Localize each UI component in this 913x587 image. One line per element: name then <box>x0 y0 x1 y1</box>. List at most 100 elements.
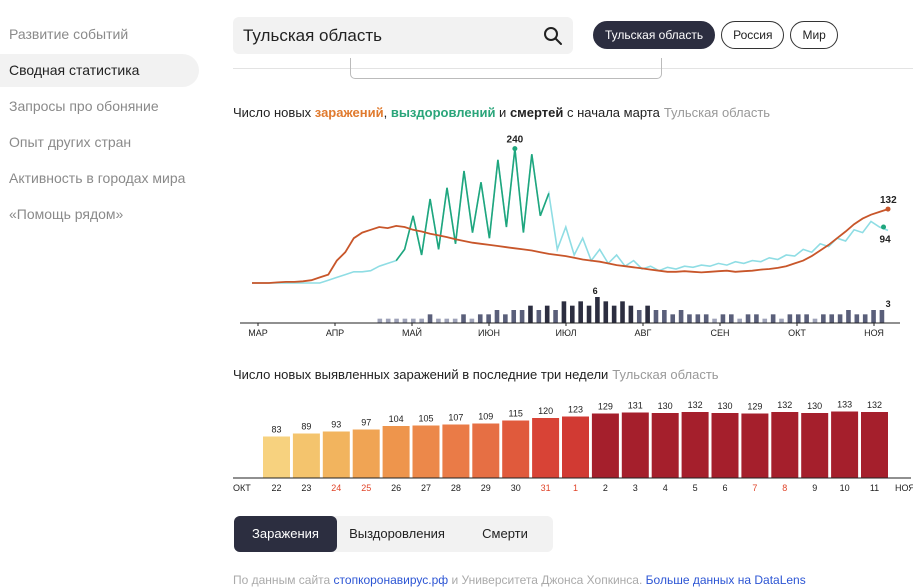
death-bar <box>795 314 801 323</box>
month-tick-label: СЕН <box>710 328 729 338</box>
sidebar-item-cities[interactable]: Активность в городах мира <box>9 170 186 186</box>
datalens-link[interactable]: Больше данных на DataLens <box>645 573 806 587</box>
sidebar-item-countries[interactable]: Опыт других стран <box>9 134 132 150</box>
daily-bar <box>352 429 380 478</box>
daily-bar <box>651 413 679 478</box>
recoveries-last-label: 94 <box>880 234 892 245</box>
tab-recoveries[interactable]: Выздоровления <box>349 526 445 541</box>
sidebar-item-help[interactable]: «Помощь рядом» <box>9 206 124 222</box>
bar-value-label: 123 <box>568 405 583 415</box>
death-bar <box>762 318 768 323</box>
divider <box>233 68 913 69</box>
month-tick-label: ИЮН <box>478 328 500 338</box>
source-link-stopcorona[interactable]: стопкоронавирус.рф <box>333 573 449 587</box>
death-bar <box>595 297 600 323</box>
death-bar <box>553 310 558 323</box>
tab-infections[interactable]: Заражения <box>234 516 337 552</box>
sidebar-item-smell[interactable]: Запросы про обоняние <box>9 98 159 114</box>
death-bar <box>436 318 441 323</box>
previous-card-edge <box>350 58 662 79</box>
day-tick-label: 9 <box>812 483 817 493</box>
daily-bar <box>472 423 500 478</box>
death-bar <box>829 314 835 323</box>
death-bar <box>737 318 742 323</box>
death-bar <box>687 314 692 323</box>
death-bar <box>837 314 843 323</box>
bar-value-label: 130 <box>658 401 673 411</box>
death-bar <box>620 301 625 323</box>
death-bar <box>754 314 759 323</box>
death-bar <box>519 310 525 323</box>
death-bar <box>377 318 383 323</box>
legend-deaths: смертей <box>509 105 564 120</box>
bar-value-label: 104 <box>389 414 404 424</box>
region-search <box>233 17 573 54</box>
month-tick-label: НОЯ <box>864 328 884 338</box>
month-tick-label: ИЮЛ <box>555 328 576 338</box>
chart1-title-sep2: и <box>495 105 510 120</box>
month-end-label: НОЯ <box>895 483 913 493</box>
death-bar <box>427 314 433 323</box>
daily-bar <box>771 412 799 478</box>
chart1-region: Тульская область <box>663 105 771 120</box>
death-bar <box>561 301 567 323</box>
daily-bar <box>442 424 470 478</box>
month-tick-label: АВГ <box>635 328 652 338</box>
death-bar <box>703 314 709 323</box>
daily-bar <box>741 413 769 478</box>
daily-bar <box>382 426 410 478</box>
daily-bar <box>532 418 560 478</box>
day-tick-label: 3 <box>633 483 638 493</box>
chip-russia[interactable]: Россия <box>721 21 785 49</box>
tab-deaths[interactable]: Смерти <box>482 526 528 541</box>
sidebar-item-events[interactable]: Развитие событий <box>9 26 129 42</box>
day-tick-label: 27 <box>421 483 431 493</box>
death-bar <box>411 318 416 323</box>
bar-value-label: 132 <box>688 400 703 410</box>
death-bar <box>503 314 508 323</box>
chip-tula[interactable]: Тульская область <box>593 21 716 49</box>
death-bar <box>511 310 517 323</box>
death-bar <box>603 301 609 323</box>
legend-recoveries: выздоровлений <box>390 105 496 120</box>
sidebar-nav: Развитие событий Сводная статистика Запр… <box>0 18 205 234</box>
death-bar <box>528 305 533 323</box>
search-icon[interactable] <box>543 26 563 46</box>
bar-value-label: 93 <box>331 420 341 430</box>
daily-bar <box>322 431 350 478</box>
day-tick-label: 1 <box>573 483 578 493</box>
bar-value-label: 120 <box>538 406 553 416</box>
day-tick-label: 29 <box>481 483 491 493</box>
legend-infections: заражений <box>314 105 384 120</box>
day-tick-label: 28 <box>451 483 461 493</box>
bar-value-label: 132 <box>777 400 792 410</box>
deaths-peak-label: 6 <box>593 286 598 296</box>
death-bar <box>645 305 650 323</box>
sidebar-item-summary[interactable]: Сводная статистика <box>0 54 199 87</box>
recoveries-peak-label: 240 <box>507 135 524 146</box>
bar-value-label: 130 <box>717 401 732 411</box>
daily-bar <box>681 412 709 478</box>
death-bar <box>536 310 542 323</box>
footer-text1: По данным сайта <box>233 573 334 587</box>
death-bar <box>787 314 793 323</box>
chart2-title: Число новых выявленных заражений в после… <box>233 367 719 382</box>
search-input[interactable] <box>243 17 533 54</box>
day-tick-label: 4 <box>663 483 668 493</box>
bar-value-label: 132 <box>867 400 882 410</box>
death-bar <box>812 318 818 323</box>
death-bar <box>394 318 399 323</box>
death-bar <box>586 305 592 323</box>
day-tick-label: 5 <box>693 483 698 493</box>
recoveries-peak-point <box>512 146 518 152</box>
day-tick-label: 24 <box>331 483 341 493</box>
recoveries-line <box>252 148 889 284</box>
recoveries-last-point <box>881 224 887 230</box>
chip-world[interactable]: Мир <box>790 21 838 49</box>
daily-bar <box>412 425 440 478</box>
deaths-last-label: 3 <box>886 299 891 309</box>
daily-bar <box>621 412 649 478</box>
death-bar <box>745 314 751 323</box>
death-bar <box>578 301 583 323</box>
death-bar <box>862 314 868 323</box>
